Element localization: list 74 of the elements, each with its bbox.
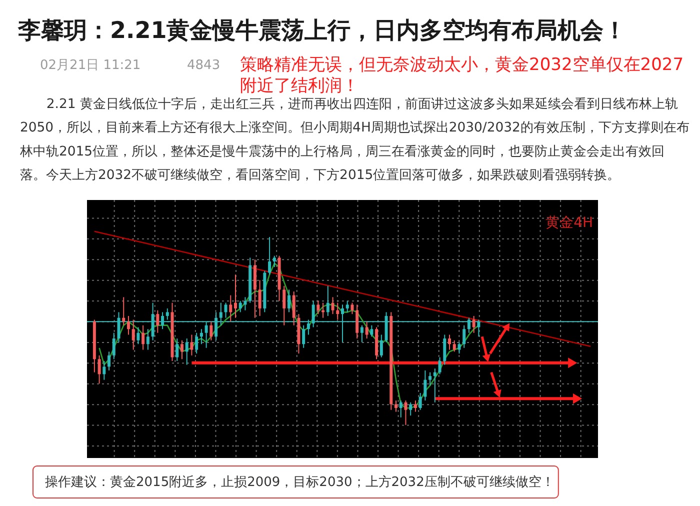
candlestick — [126, 315, 130, 336]
candlestick — [219, 302, 222, 326]
candlestick — [200, 328, 203, 345]
candlestick — [365, 321, 368, 339]
candlestick — [224, 302, 228, 318]
candlestick — [346, 300, 349, 313]
candlestick — [292, 291, 296, 326]
candlestick — [326, 285, 330, 316]
text: 操作建议：黄金2015附近多，止损2009，目标2030；上方2032压制不破可继续做空！ — [45, 474, 554, 490]
candlestick — [151, 302, 154, 341]
candlestick — [195, 332, 198, 354]
chart-title: 李馨玥：2.21黄金慢牛震荡上行，日内多空均有布局机会！ — [17, 17, 627, 44]
candlestick — [409, 402, 412, 416]
candlestick — [462, 324, 466, 348]
candlestick — [146, 328, 150, 350]
candlestick — [117, 312, 120, 343]
candlestick — [190, 334, 194, 356]
text: 02月21日 11:21 — [40, 58, 141, 73]
candlestick — [161, 312, 164, 330]
candlestick — [210, 321, 213, 341]
candlestick — [399, 400, 402, 418]
candlestick — [452, 340, 456, 352]
candlestick — [477, 319, 480, 338]
candlestick — [176, 338, 179, 362]
candlestick — [142, 324, 145, 350]
text: 4843 — [187, 58, 220, 73]
candlestick — [380, 334, 383, 358]
candlestick — [341, 304, 344, 343]
candlestick — [316, 300, 320, 315]
candlestick — [467, 317, 470, 334]
candlestick — [108, 351, 111, 371]
candlestick — [132, 319, 135, 350]
text: 策略精准无误，但无奈波动太小，黄金2032空单仅在2027附近了结利润！ — [240, 55, 684, 96]
candlestick — [433, 368, 436, 403]
candlestick — [443, 334, 446, 366]
candlestick — [234, 274, 237, 318]
candlestick — [428, 372, 432, 386]
candlestick — [438, 356, 442, 375]
candlestick — [472, 315, 476, 334]
candlestick — [336, 302, 340, 320]
candlestick — [404, 400, 408, 426]
candlestick — [258, 280, 262, 316]
candlestick — [302, 324, 306, 348]
candlestick — [448, 334, 452, 350]
candlestick — [214, 312, 218, 341]
candlestick — [360, 324, 364, 343]
candlestick — [350, 302, 354, 315]
candlestick — [356, 304, 359, 339]
candlestick — [272, 255, 276, 268]
candlestick — [122, 296, 126, 326]
candlestick — [458, 342, 461, 354]
candlestick — [166, 308, 169, 320]
candlestick — [156, 310, 160, 334]
text: 黄金4H — [546, 215, 593, 231]
candlestick — [229, 294, 232, 322]
candlestick — [112, 332, 116, 360]
candlestick — [370, 324, 374, 338]
candlestick — [268, 236, 272, 276]
candlestick — [185, 338, 188, 366]
candlestick — [312, 300, 315, 328]
candlestick — [98, 354, 101, 384]
candlestick — [394, 400, 398, 412]
candlestick — [102, 360, 106, 380]
candlestick — [287, 289, 290, 313]
candlestick — [204, 321, 208, 348]
candlestick — [331, 296, 334, 315]
text: 2.21 黄金日线低位十字后，走出红三兵，进而再收出四连阳，前面讲过这波多头如果延续会看到日线布林上轨2050，所以，目前来看上方还有很大上涨空间。但小周期4H周期也试探出2030/2032的有效压制，下方支撑则在布林中轨2015位置，所以，整体还是慢牛震荡中的上行格局，周三在看涨黄金的同时，也要防止黄金会走出有效回落。今天上方2032不破可继续做空，看回落空间，下方2015位置回落可做多，如果跌破则看强弱转换。 — [19, 96, 690, 184]
candlestick — [180, 340, 184, 360]
candlestick — [282, 285, 286, 326]
candlestick — [424, 370, 427, 401]
candlestick — [136, 326, 140, 345]
candlestick — [418, 392, 422, 410]
candlestick — [414, 400, 417, 412]
candlestick — [306, 319, 310, 336]
